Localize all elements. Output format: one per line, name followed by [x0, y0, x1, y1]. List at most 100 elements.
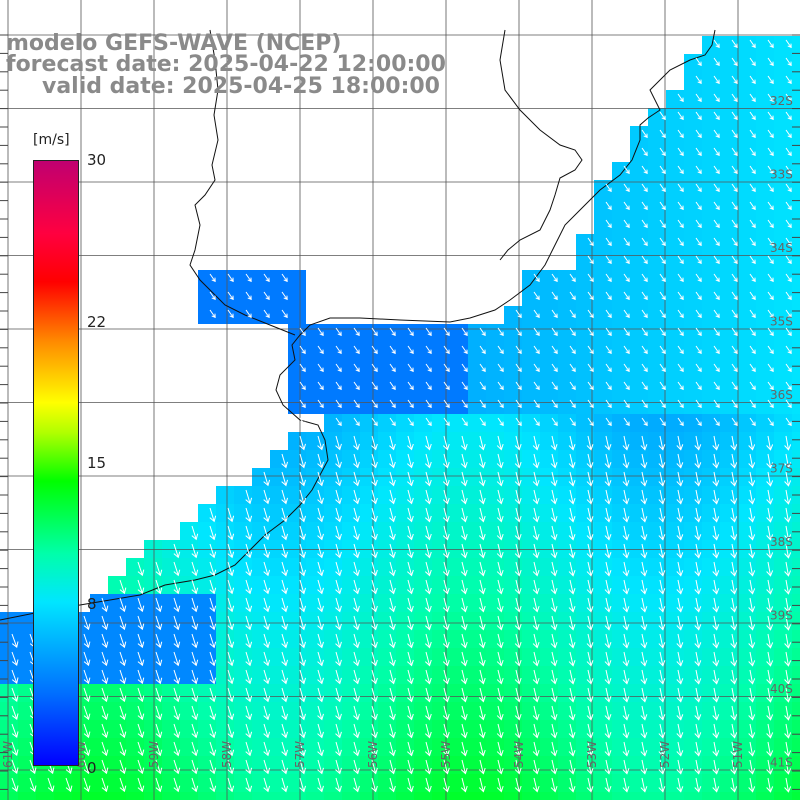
wind-arrow [424, 525, 432, 541]
wind-speed-cell [792, 684, 800, 702]
wind-arrow [586, 777, 594, 793]
wind-arrow [730, 471, 738, 487]
wind-arrow [604, 777, 612, 793]
wind-speed-cell [774, 360, 792, 378]
wind-speed-cell [702, 126, 720, 144]
wind-arrow [299, 759, 306, 775]
wind-arrow [353, 705, 360, 721]
wind-speed-cell [720, 108, 738, 126]
wind-arrow [478, 777, 486, 793]
wind-arrow [442, 723, 450, 739]
wind-speed-cell [612, 324, 630, 342]
wind-speed-cell [648, 324, 666, 342]
wind-speed-cell [630, 558, 648, 576]
wind-speed-cell [756, 252, 774, 270]
wind-speed-cell [504, 792, 522, 800]
wind-speed-cell [216, 738, 234, 756]
wind-arrow [281, 669, 289, 685]
wind-arrow [695, 183, 702, 193]
wind-arrow [785, 327, 792, 337]
wind-arrow [694, 615, 702, 631]
wind-arrow [443, 417, 450, 427]
wind-arrow [569, 345, 576, 355]
wind-speed-cell [720, 342, 738, 360]
wind-arrow [353, 381, 360, 391]
wind-speed-cell [684, 126, 702, 144]
wind-speed-cell [0, 666, 18, 684]
wind-arrow [713, 75, 720, 85]
wind-arrow [11, 741, 19, 757]
wind-arrow [586, 525, 594, 541]
wind-speed-cell [234, 306, 252, 324]
wind-speed-cell [558, 468, 576, 486]
wind-arrow [766, 489, 774, 505]
wind-speed-cell [252, 684, 270, 702]
wind-speed-cell [540, 612, 558, 630]
wind-speed-cell [342, 702, 360, 720]
wind-arrow [101, 723, 109, 739]
wind-speed-cell [342, 558, 360, 576]
wind-arrow [731, 165, 738, 175]
wind-speed-cell [666, 198, 684, 216]
wind-speed-cell [630, 522, 648, 540]
wind-speed-cell [720, 306, 738, 324]
wind-speed-cell [252, 576, 270, 594]
wind-arrow [191, 777, 199, 793]
wind-arrow [749, 363, 756, 373]
wind-speed-cell [216, 720, 234, 738]
wind-arrow [209, 525, 217, 541]
wind-speed-cell [684, 342, 702, 360]
wind-arrow [604, 453, 612, 469]
wind-speed-cell [450, 630, 468, 648]
wind-arrow [443, 345, 450, 355]
wind-arrow [604, 507, 612, 523]
wind-speed-cell [342, 522, 360, 540]
wind-speed-cell [396, 630, 414, 648]
wind-arrow [731, 363, 738, 373]
wind-arrow [191, 615, 199, 631]
wind-arrow [11, 759, 19, 775]
wind-arrow [299, 345, 306, 355]
wind-speed-cell [378, 612, 396, 630]
wind-speed-cell [594, 504, 612, 522]
wind-arrow [694, 633, 702, 649]
wind-arrow [767, 219, 774, 229]
wind-speed-cell [270, 666, 288, 684]
wind-speed-cell [792, 72, 800, 90]
wind-speed-cell [486, 360, 504, 378]
wind-speed-cell [468, 468, 486, 486]
wind-speed-cell [36, 792, 54, 800]
wind-arrow [407, 327, 414, 337]
wind-speed-cell [252, 774, 270, 792]
wind-arrow [730, 723, 738, 739]
wind-speed-cell [342, 396, 360, 414]
wind-speed-cell [234, 774, 252, 792]
wind-arrow [677, 345, 684, 355]
wind-arrow [281, 615, 289, 631]
wind-speed-cell [702, 360, 720, 378]
wind-arrow [101, 633, 109, 649]
wind-speed-cell [792, 90, 800, 108]
wind-arrow [604, 579, 612, 595]
wind-speed-cell [612, 738, 630, 756]
wind-arrow [622, 435, 630, 451]
wind-arrow [191, 597, 199, 613]
wind-arrow [677, 93, 684, 103]
wind-arrow [587, 345, 594, 355]
wind-arrow [712, 435, 720, 451]
wind-speed-cell [540, 720, 558, 738]
wind-arrow [227, 633, 235, 649]
wind-arrow [641, 345, 648, 355]
wind-arrow [479, 363, 486, 373]
wind-arrow [640, 507, 648, 523]
wind-speed-cell [162, 648, 180, 666]
wind-arrow [748, 489, 756, 505]
wind-speed-cell [522, 270, 540, 288]
wind-speed-cell [576, 414, 594, 432]
wind-arrow [478, 741, 486, 757]
wind-arrow [119, 597, 127, 613]
wind-speed-cell [738, 54, 756, 72]
wind-speed-cell [450, 558, 468, 576]
wind-speed-cell [18, 630, 36, 648]
wind-speed-cell [576, 612, 594, 630]
